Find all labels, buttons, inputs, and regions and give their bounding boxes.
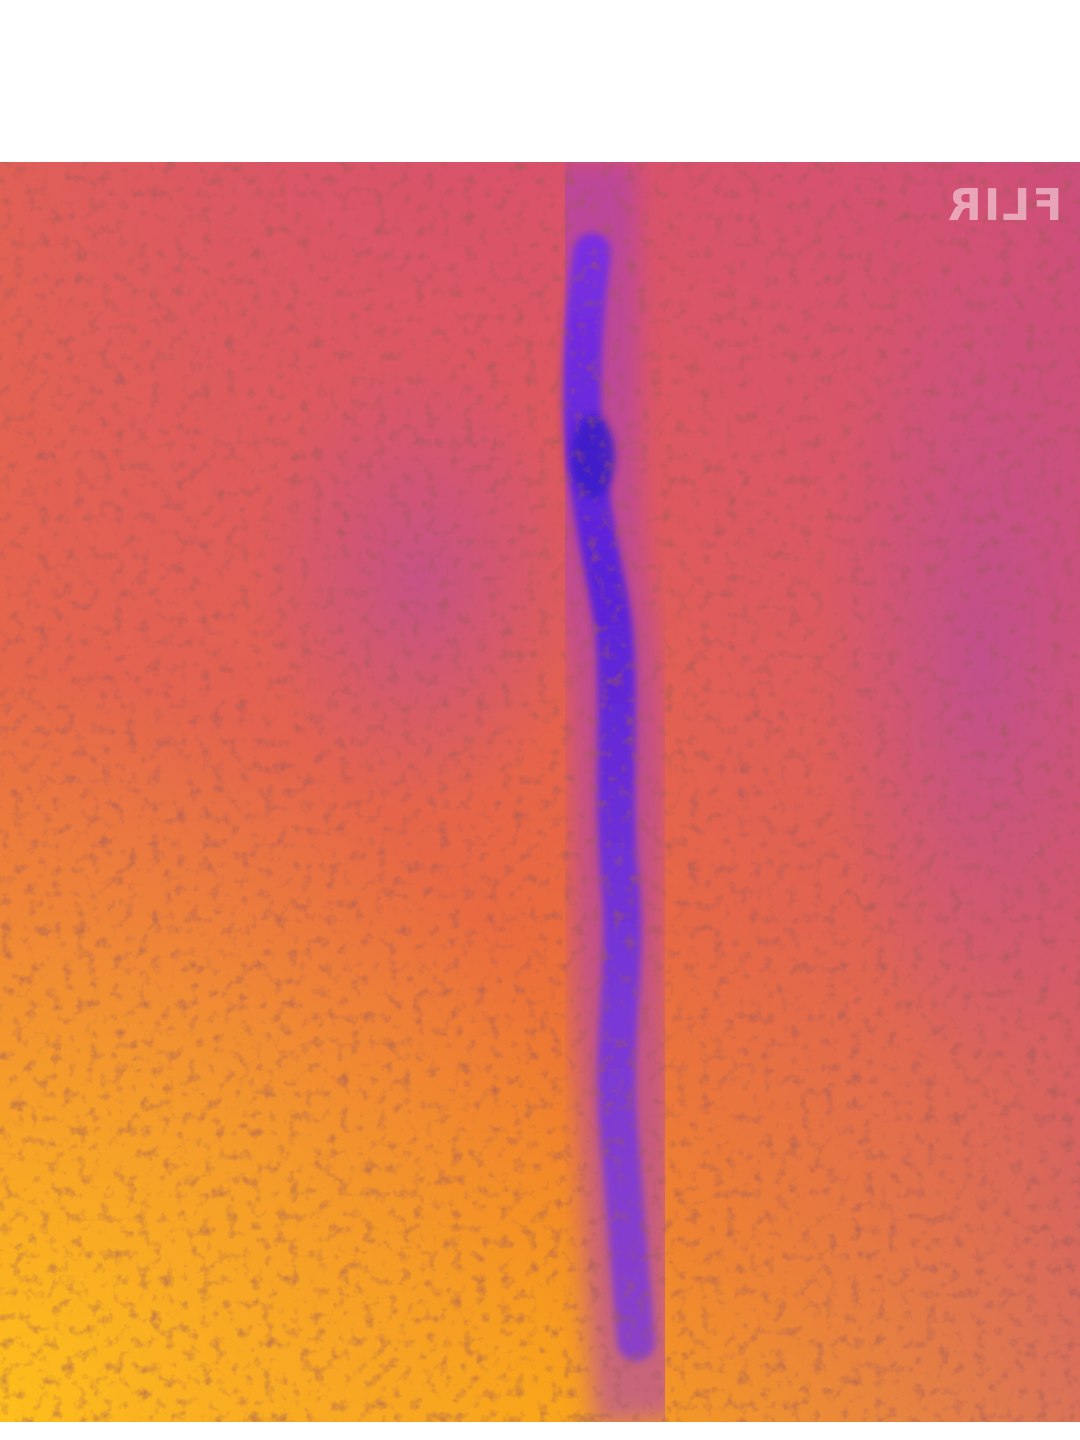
thermal-image: FLIR (0, 162, 1080, 1422)
flir-watermark: FLIR (945, 180, 1062, 231)
surface-texture (0, 162, 1080, 1422)
thermal-scene (0, 162, 1080, 1422)
